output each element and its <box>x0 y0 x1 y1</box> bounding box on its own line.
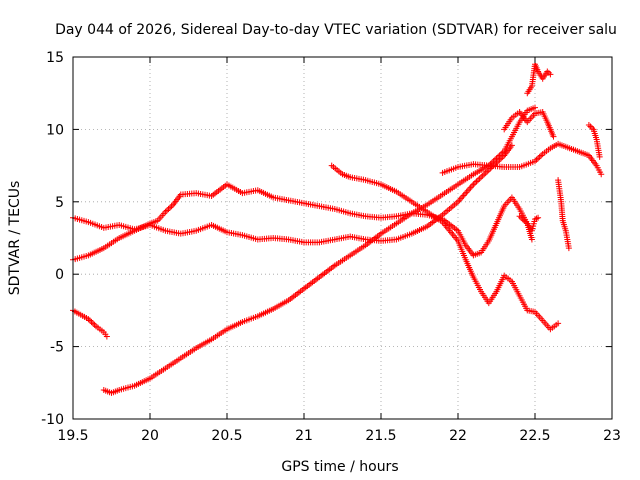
series-s3 <box>70 307 110 340</box>
data-point <box>491 156 498 163</box>
x-tick-label: 21.5 <box>365 428 396 444</box>
x-axis-label: GPS time / hours <box>281 459 398 475</box>
x-tick-label: 20 <box>141 428 159 444</box>
chart-title: Day 044 of 2026, Sidereal Day-to-day VTE… <box>55 22 617 38</box>
data-point <box>496 152 503 159</box>
y-axis-label: SDTVAR / TECUs <box>7 181 23 296</box>
data-point <box>481 171 488 178</box>
series-s2 <box>70 181 535 263</box>
data-point <box>478 174 485 181</box>
data-point <box>598 171 605 178</box>
series-s7 <box>501 109 557 140</box>
series-s6 <box>439 140 605 178</box>
data-point <box>165 206 172 213</box>
data-point <box>479 172 486 179</box>
x-tick-label: 19.5 <box>57 428 88 444</box>
data-point <box>463 189 470 196</box>
y-tick-label: -5 <box>50 340 64 356</box>
data-point <box>471 179 478 186</box>
data-point <box>536 153 543 160</box>
data-point <box>535 214 542 221</box>
data-point <box>538 152 545 159</box>
y-tick-label: 0 <box>55 267 64 283</box>
x-tick-label: 23 <box>603 428 621 444</box>
data-point <box>498 151 505 158</box>
data-point <box>459 194 466 201</box>
points-layer <box>70 61 605 396</box>
data-point <box>88 318 95 325</box>
series-s10 <box>585 122 603 160</box>
data-point <box>475 177 482 184</box>
data-point <box>462 190 468 197</box>
plot-frame <box>72 56 613 420</box>
data-point <box>488 159 495 166</box>
data-point <box>460 192 467 199</box>
y-tick-label: 5 <box>55 195 64 211</box>
x-tick-label: 21 <box>295 428 313 444</box>
data-point <box>535 155 542 162</box>
x-tick-label: 22 <box>449 428 467 444</box>
data-point <box>467 184 474 191</box>
data-point <box>596 153 603 160</box>
data-point <box>493 155 500 162</box>
data-point <box>585 122 592 129</box>
y-tick-label: 10 <box>46 122 64 138</box>
data-point <box>91 321 98 328</box>
data-point <box>470 181 477 188</box>
series-s8 <box>524 61 554 97</box>
y-tick-label: -10 <box>41 412 64 428</box>
data-point <box>103 333 110 340</box>
data-point <box>473 178 480 185</box>
data-point <box>587 123 594 130</box>
x-tick-label: 22.5 <box>519 428 550 444</box>
series-s11 <box>516 213 542 234</box>
data-point <box>476 175 483 182</box>
data-point <box>565 245 572 252</box>
data-point <box>464 187 471 194</box>
data-point <box>550 133 557 140</box>
series-s9 <box>555 177 572 252</box>
data-point <box>528 236 535 243</box>
data-point <box>167 204 174 211</box>
data-point <box>499 149 506 156</box>
data-point <box>456 197 463 204</box>
y-tick-label: 15 <box>46 50 64 66</box>
data-point <box>163 207 170 214</box>
data-point <box>495 153 502 160</box>
data-point <box>457 195 464 202</box>
data-point <box>482 169 489 176</box>
data-point <box>547 71 554 78</box>
data-point <box>469 183 475 190</box>
data-point <box>532 104 538 111</box>
data-point <box>168 203 175 210</box>
series-s4 <box>100 104 538 396</box>
series-s5 <box>328 162 562 333</box>
data-point <box>555 320 562 327</box>
ticks-layer: 19.5 20 20.5 21 21.5 22 22.5 23 -10 -5 0 5 10 15 <box>41 50 621 444</box>
data-point <box>90 320 97 327</box>
x-tick-label: 20.5 <box>211 428 242 444</box>
data-point <box>466 186 473 193</box>
